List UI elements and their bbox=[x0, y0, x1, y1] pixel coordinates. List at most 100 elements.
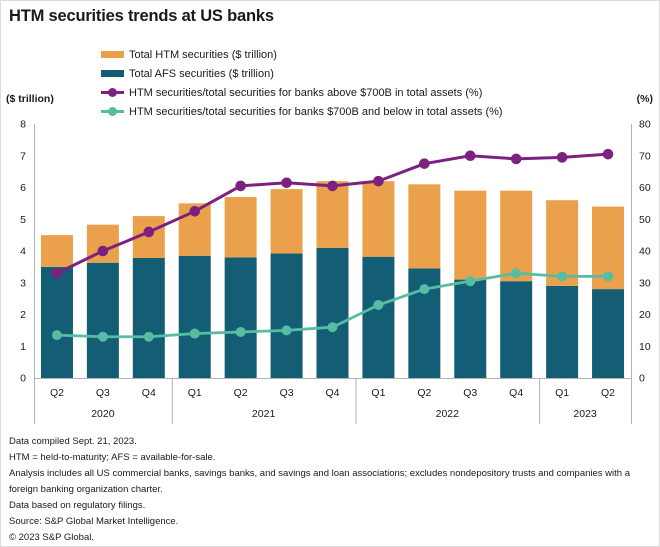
point-ratio-above-700b bbox=[327, 180, 338, 192]
footnote-abbreviations: HTM = held-to-maturity; AFS = available-… bbox=[9, 452, 216, 463]
left-axis-tick-label: 0 bbox=[20, 373, 26, 385]
point-ratio-above-700b bbox=[281, 177, 292, 189]
bar-htm-segment bbox=[40, 235, 73, 267]
left-axis-tick-label: 1 bbox=[20, 341, 26, 353]
footnote-compiled: Data compiled Sept. 21, 2023. bbox=[9, 436, 137, 447]
bar-htm-segment bbox=[454, 190, 487, 280]
footnotes: Data compiled Sept. 21, 2023. HTM = held… bbox=[9, 434, 651, 546]
point-ratio-below-700b bbox=[557, 271, 568, 282]
bar-afs-segment bbox=[316, 247, 349, 378]
legend-label: HTM securities/total securities for bank… bbox=[129, 86, 483, 99]
bar-htm-segment bbox=[362, 181, 395, 257]
bar-afs-segment bbox=[40, 266, 73, 378]
legend-label: Total HTM securities ($ trillion) bbox=[129, 48, 277, 61]
quarter-label: Q3 bbox=[96, 387, 110, 399]
bar-htm-segment bbox=[408, 184, 441, 269]
right-axis-tick-label: 20 bbox=[639, 309, 651, 321]
legend-swatch-dot bbox=[108, 88, 117, 97]
green-line-swatch-icon bbox=[101, 107, 124, 116]
footnote-source: Source: S&P Global Market Intelligence. bbox=[9, 516, 179, 527]
point-ratio-above-700b bbox=[464, 150, 476, 162]
point-ratio-above-700b bbox=[373, 175, 384, 187]
quarter-label: Q2 bbox=[234, 387, 248, 399]
bar-afs-segment bbox=[592, 289, 625, 378]
bar-afs-segment bbox=[178, 255, 211, 378]
point-ratio-below-700b bbox=[235, 326, 246, 337]
legend-swatch-rect bbox=[101, 70, 124, 77]
left-axis-tick-label: 8 bbox=[20, 119, 26, 131]
legend-label: HTM securities/total securities for bank… bbox=[129, 105, 503, 118]
quarter-label: Q1 bbox=[555, 387, 569, 399]
right-axis-tick-label: 60 bbox=[639, 182, 651, 194]
footnote-copyright: © 2023 S&P Global. bbox=[9, 532, 94, 543]
htm-bar-swatch-icon bbox=[101, 50, 124, 59]
quarter-label: Q3 bbox=[280, 387, 294, 399]
point-ratio-below-700b bbox=[419, 284, 430, 295]
quarter-label: Q2 bbox=[417, 387, 431, 399]
legend: Total HTM securities ($ trillion) Total … bbox=[101, 45, 503, 121]
right-axis-tick-label: 10 bbox=[639, 341, 651, 353]
legend-item-afs-bar: Total AFS securities ($ trillion) bbox=[101, 64, 503, 83]
year-label: 2022 bbox=[436, 408, 460, 420]
legend-item-htm-bar: Total HTM securities ($ trillion) bbox=[101, 45, 503, 64]
bar-afs-segment bbox=[224, 257, 257, 378]
right-axis-unit-label: (%) bbox=[636, 93, 653, 105]
legend-label: Total AFS securities ($ trillion) bbox=[129, 67, 274, 80]
point-ratio-above-700b bbox=[97, 245, 109, 257]
quarter-label: Q1 bbox=[188, 387, 202, 399]
quarter-label: Q2 bbox=[601, 387, 615, 399]
afs-bar-swatch-icon bbox=[101, 69, 124, 78]
quarter-label: Q4 bbox=[325, 387, 339, 399]
bar-afs-segment bbox=[546, 285, 579, 378]
point-ratio-above-700b bbox=[510, 153, 522, 165]
quarter-label: Q4 bbox=[509, 387, 523, 399]
year-label: 2020 bbox=[91, 408, 115, 420]
point-ratio-above-700b bbox=[189, 206, 201, 217]
chart-plot-area: 0 1 2 3 4 5 6 7 8 0 10 20 30 40 50 60 70 80 Q2 Q3 Q4 Q1 Q2 Q3 Q4… bbox=[1, 113, 659, 435]
point-ratio-below-700b bbox=[465, 276, 476, 287]
point-ratio-above-700b bbox=[602, 148, 614, 160]
bar-afs-segment bbox=[500, 281, 533, 378]
point-ratio-above-700b bbox=[51, 267, 63, 279]
point-ratio-above-700b bbox=[143, 226, 155, 238]
bar-afs-segment bbox=[132, 257, 165, 378]
left-axis-tick-label: 7 bbox=[20, 150, 26, 162]
point-ratio-below-700b bbox=[189, 328, 200, 339]
point-ratio-above-700b bbox=[419, 158, 430, 169]
right-axis-tick-label: 30 bbox=[639, 277, 651, 289]
quarter-label: Q4 bbox=[142, 387, 156, 399]
quarter-label: Q2 bbox=[50, 387, 64, 399]
right-axis-tick-label: 80 bbox=[639, 119, 651, 131]
point-ratio-below-700b bbox=[143, 331, 154, 342]
footnote-data-basis: Data based on regulatory filings. bbox=[9, 500, 146, 511]
right-axis-tick-label: 70 bbox=[639, 150, 651, 162]
point-ratio-below-700b bbox=[97, 331, 108, 342]
left-axis-unit-label: ($ trillion) bbox=[6, 93, 54, 105]
bar-htm-segment bbox=[316, 181, 349, 248]
purple-line-swatch-icon bbox=[101, 88, 124, 97]
point-ratio-below-700b bbox=[511, 268, 522, 279]
right-axis-tick-label: 50 bbox=[639, 214, 651, 226]
year-label: 2021 bbox=[252, 408, 276, 420]
bar-htm-segment bbox=[224, 197, 257, 258]
chart-title: HTM securities trends at US banks bbox=[9, 7, 274, 25]
bar-afs-segment bbox=[362, 256, 395, 378]
point-ratio-above-700b bbox=[235, 180, 246, 192]
point-ratio-below-700b bbox=[373, 299, 384, 310]
left-axis-tick-label: 2 bbox=[20, 309, 26, 321]
point-ratio-below-700b bbox=[327, 322, 338, 333]
quarter-label: Q1 bbox=[371, 387, 385, 399]
bar-htm-segment bbox=[270, 189, 303, 254]
right-axis-tick-label: 0 bbox=[639, 373, 645, 385]
legend-swatch-dot bbox=[108, 107, 117, 116]
footnote-analysis-scope: Analysis includes all US commercial bank… bbox=[9, 468, 630, 495]
year-label: 2023 bbox=[573, 408, 597, 420]
point-ratio-above-700b bbox=[556, 152, 568, 163]
left-axis-tick-label: 5 bbox=[20, 214, 26, 226]
legend-item-ratio-below-700b: HTM securities/total securities for bank… bbox=[101, 102, 503, 121]
bar-afs-segment bbox=[454, 279, 487, 378]
point-ratio-below-700b bbox=[51, 330, 62, 341]
legend-swatch-rect bbox=[101, 51, 124, 58]
